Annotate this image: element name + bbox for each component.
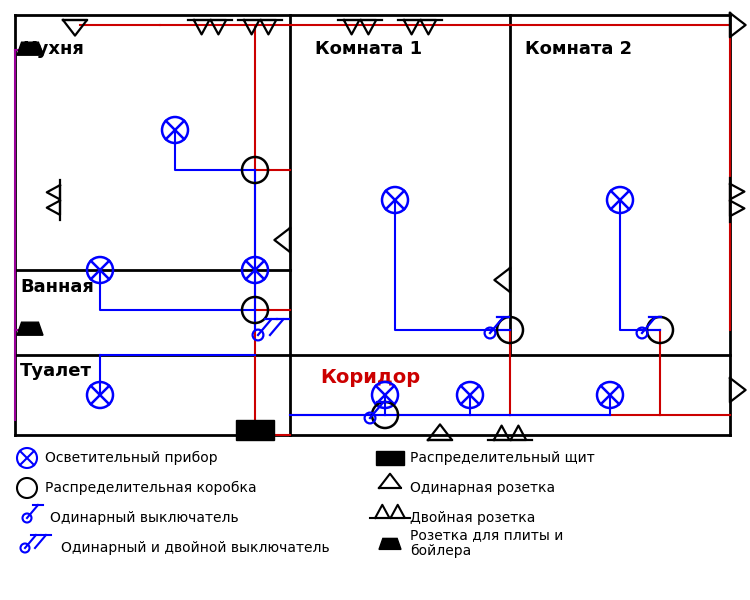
Text: Комната 1: Комната 1 [315, 40, 422, 58]
Text: Распределительный щит: Распределительный щит [410, 451, 595, 465]
Text: Ванная: Ванная [20, 278, 94, 296]
Text: Двойная розетка: Двойная розетка [410, 511, 536, 525]
Polygon shape [17, 42, 43, 55]
Polygon shape [17, 322, 43, 335]
Text: Кухня: Кухня [22, 40, 84, 58]
Text: Одинарный и двойной выключатель: Одинарный и двойной выключатель [61, 541, 330, 555]
Text: Комната 2: Комната 2 [525, 40, 632, 58]
Polygon shape [379, 538, 401, 550]
Text: Одинарный выключатель: Одинарный выключатель [50, 511, 238, 525]
Text: Одинарная розетка: Одинарная розетка [410, 481, 555, 495]
Text: Осветительный прибор: Осветительный прибор [45, 451, 218, 465]
Text: Розетка для плиты и
бойлера: Розетка для плиты и бойлера [410, 528, 563, 558]
Bar [376, 451, 404, 465]
Bar [236, 420, 274, 440]
Text: Коридор: Коридор [320, 368, 420, 387]
Text: Туалет: Туалет [20, 362, 92, 380]
Text: Распределительная коробка: Распределительная коробка [45, 481, 256, 495]
